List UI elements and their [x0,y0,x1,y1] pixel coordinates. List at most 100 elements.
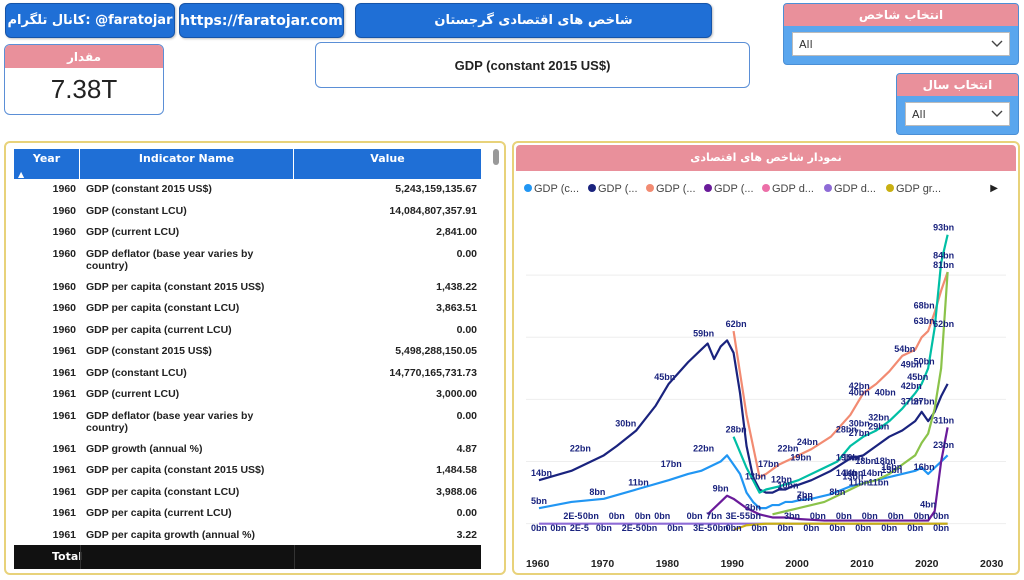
legend-item[interactable]: GDP (c... [524,183,579,195]
x-tick-label: 2010 [850,558,874,570]
cell-indicator-name: GDP (constant LCU) [86,366,187,379]
amount-card-label: مقدار [5,45,163,68]
table-row[interactable]: 1961 GDP deflator (base year varies by co… [14,406,481,439]
data-label: 7bn [706,511,722,521]
legend-dot-icon [824,184,832,192]
indicator-dropdown-value: All [799,37,813,51]
cell-year: 1960 [52,183,76,195]
data-label: 13bn [842,471,863,481]
data-label: 18bn [875,456,896,466]
series-line-2[interactable] [732,271,949,479]
cell-indicator-name: GDP per capita (constant 2015 US$) [86,280,265,293]
data-label: 10bn [777,481,798,491]
cell-year: 1960 [52,280,76,293]
table-row[interactable]: 1960 GDP per capita (current LCU) 0.00 [14,320,481,342]
cell-indicator-name: GDP (current LCU) [86,388,180,400]
data-label: 5bn [745,511,761,521]
legend-next-icon[interactable]: ▶ [990,183,998,194]
cell-value: 1,484.58 [436,464,477,476]
cell-indicator-name: GDP per capita growth (annual %) [86,528,255,541]
data-label: 3bn [745,502,761,512]
legend-label: GDP (... [598,183,638,195]
cell-value: 0.00 [456,247,477,260]
data-label: 0bn [596,523,612,533]
legend-label: GDP (c... [534,183,580,195]
data-label: 28bn [726,425,747,435]
legend-dot-icon [646,184,654,192]
data-label: 15bn [881,465,902,475]
cell-indicator-name: GDP deflator (base year varies by countr… [86,247,254,272]
table-row[interactable]: 1960 GDP per capita (constant 2015 US$) 1,… [14,277,481,299]
data-label: 54bn [894,344,915,354]
cell-year: 1960 [52,204,76,217]
table-scrollbar[interactable] [493,149,501,545]
table-row[interactable]: 1961 GDP per capita (current LCU) 0.00 [14,503,481,525]
table-row[interactable]: 1960 GDP (constant LCU) 14,084,807,357.91 [14,201,481,223]
cell-value: 3,988.06 [436,485,477,498]
data-label: 42bn [849,381,870,391]
series-line-4[interactable] [772,271,949,516]
x-tick-label: 1980 [656,558,680,570]
data-label: 24bn [797,437,818,447]
table-row[interactable]: 1960 GDP per capita (constant LCU) 3,863.5… [14,298,481,320]
series-line-1[interactable] [538,454,949,510]
data-label: 59bn [693,328,714,338]
column-header-value[interactable]: Value [370,152,405,165]
data-label: 3E-5 [726,511,745,521]
cell-year: 1961 [52,345,76,357]
data-label: 68bn [914,300,935,310]
website-link-button[interactable]: https://faratojar.com [179,3,344,38]
table-row[interactable]: 1961 GDP per capita growth (annual %) 3.22 [14,525,481,546]
data-label: 5bn [531,496,547,506]
series-line-3[interactable] [732,234,949,494]
table-row[interactable]: 1961 GDP per capita (constant LCU) 3,988.0… [14,482,481,504]
cell-indicator-name: GDP per capita (constant LCU) [86,302,240,314]
cell-value: 14,084,807,357.91 [389,204,477,217]
cell-year: 1961 [52,464,76,476]
table-row[interactable]: 1961 GDP (constant LCU) 14,770,165,731.73 [14,363,481,385]
table-row[interactable]: 1961 GDP per capita (constant 2015 US$) 1,… [14,460,481,482]
table-row[interactable]: 1961 GDP growth (annual %) 4.87 [14,439,481,461]
selected-indicator-display: GDP (constant 2015 US$) [315,42,750,88]
cell-value: 5,498,288,150.05 [395,345,477,357]
legend-label: GDP d... [834,183,876,195]
data-label: 45bn [907,372,928,382]
data-label: 31bn [933,415,954,425]
indicator-dropdown[interactable]: All [792,32,1010,56]
legend-item[interactable]: GDP (... [646,183,696,195]
column-header-year[interactable]: Year ▲ [14,149,80,179]
report-title-button[interactable]: شاخص های اقتصادی گرجستان [355,3,712,38]
table-row[interactable]: 1960 GDP (constant 2015 US$) 5,243,159,135… [14,179,481,201]
cell-year: 1961 [52,409,76,422]
legend-label: GDP d... [772,183,814,195]
series-line-5[interactable] [706,427,949,522]
series-line-0[interactable] [538,339,949,494]
table-row[interactable]: 1961 GDP (constant 2015 US$) 5,498,288,150… [14,341,481,363]
data-label: 19bn [790,453,811,463]
sort-ascending-icon: ▲ [18,170,25,179]
data-label: 2E-5 [622,523,641,533]
legend-item[interactable]: GDP (... [588,183,638,195]
x-tick-label: 2000 [785,558,809,570]
data-label: 0bn [777,523,793,533]
column-header-indicator[interactable]: Indicator Name [80,149,294,179]
series-line-7[interactable] [733,522,948,531]
legend-item[interactable]: GDP gr... [886,183,941,195]
telegram-channel-button[interactable]: کانال تلگرام: @faratojar [5,3,175,38]
table-row[interactable]: 1961 GDP (current LCU) 3,000.00 [14,384,481,406]
legend-item[interactable]: GDP d... [824,183,876,195]
table-row[interactable]: 1960 GDP deflator (base year varies by co… [14,244,481,277]
data-label: 16bn [914,462,935,472]
cell-value: 4.87 [456,442,477,455]
table-row[interactable]: 1960 GDP (current LCU) 2,841.00 [14,222,481,244]
data-label: 0bn [654,511,670,521]
legend-item[interactable]: GDP d... [762,183,814,195]
table-header: Year ▲ Indicator Name Value [14,149,481,179]
legend-item[interactable]: GDP (... [704,183,754,195]
data-label: 49bn [901,359,922,369]
year-dropdown[interactable]: All [905,102,1010,126]
scrollbar-thumb[interactable] [493,149,499,165]
data-label: 0bn [713,523,729,533]
year-slicer: انتخاب سال All [896,73,1019,135]
data-label: 93bn [933,223,954,233]
